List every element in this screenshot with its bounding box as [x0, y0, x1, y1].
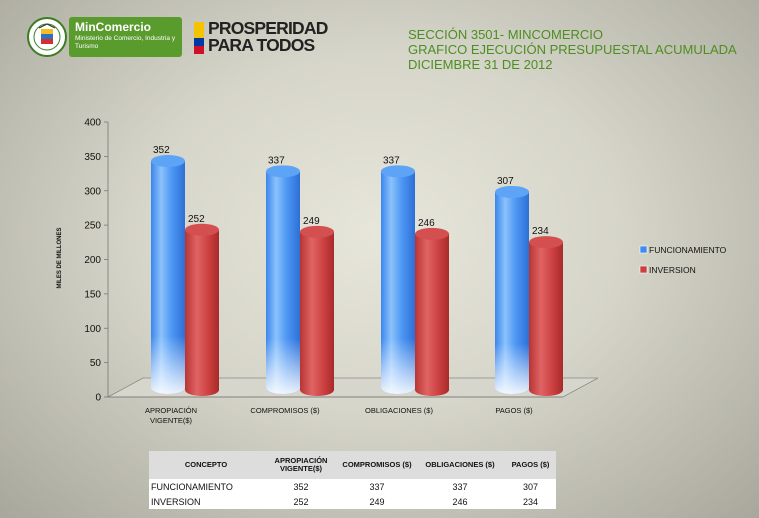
table-cell: 234 [505, 494, 556, 509]
y-tick-label: 0 [95, 393, 101, 404]
table-header-cell: CONCEPTO [149, 451, 263, 479]
bar-funcionamiento [495, 185, 529, 394]
bar-body [529, 242, 563, 396]
bar-body [300, 231, 334, 396]
bar-inversion [415, 227, 449, 396]
title-line-1: SECCIÓN 3501- MINCOMERCIO [408, 27, 604, 42]
table-cell: 352 [263, 479, 339, 494]
mincomercio-name: MinComercio [75, 20, 152, 34]
bar-inversion [300, 225, 334, 396]
chart-titles: SECCIÓN 3501- MINCOMERCIO GRAFICO EJECUC… [408, 27, 737, 72]
bar-highlight [381, 171, 415, 394]
bar-top [495, 185, 529, 198]
table-cell: 246 [415, 494, 505, 509]
title-line-3: DICIEMBRE 31 DE 2012 [408, 57, 553, 72]
data-label: 252 [188, 214, 205, 225]
bar-top [415, 227, 449, 240]
y-tick-label: 300 [84, 186, 101, 197]
bar-body [415, 233, 449, 396]
prosperidad-line2: PARA TODOS [208, 35, 315, 55]
y-tick-label: 200 [84, 255, 101, 266]
table-cell: 252 [263, 494, 339, 509]
data-label: 234 [532, 226, 549, 237]
bar-funcionamiento [381, 165, 415, 394]
table-cell: 337 [415, 479, 505, 494]
bar-highlight [151, 161, 185, 394]
table-header-row: CONCEPTO APROPIACIÓN VIGENTE($) COMPROMI… [149, 451, 556, 479]
bar-top [529, 236, 563, 249]
bar-top [300, 225, 334, 238]
y-tick-label: 350 [84, 152, 101, 163]
bar-top [185, 223, 219, 236]
title-line-2: GRAFICO EJECUCIÓN PRESUPUESTAL ACUMULADA [408, 42, 737, 57]
prosperidad-line1: PROSPERIDAD [208, 18, 328, 38]
bar-funcionamiento [151, 155, 185, 394]
prosperidad-text: PROSPERIDAD PARA TODOS [208, 18, 328, 55]
budget-bar-chart: MILES DE MILLONES 0 50 100 150 200 250 300 350 4… [57, 118, 727, 426]
bar-top [381, 165, 415, 178]
table-row: FUNCIONAMIENTO 352 337 337 307 [149, 479, 556, 494]
table-cell: FUNCIONAMIENTO [149, 479, 263, 494]
data-label: 246 [418, 218, 435, 229]
legend-label: INVERSION [649, 265, 696, 275]
x-tick-label: COMPROMISOS ($) [250, 406, 320, 415]
bar-inversion [185, 223, 219, 396]
data-label: 352 [153, 145, 170, 156]
table-header-cell: OBLIGACIONES ($) [415, 451, 505, 479]
y-tick-label: 250 [84, 221, 101, 232]
legend-swatch [639, 265, 648, 274]
y-tick-label: 100 [84, 324, 101, 335]
legend-label: FUNCIONAMIENTO [649, 245, 727, 255]
legend-swatch [639, 245, 648, 254]
y-axis-label: MILES DE MILLONES [57, 227, 63, 288]
x-tick-label: OBLIGACIONES ($) [365, 406, 433, 415]
table-cell: INVERSION [149, 494, 263, 509]
table-cell: 249 [339, 494, 415, 509]
bar-highlight [495, 191, 529, 394]
bar-top [266, 165, 300, 178]
table-cell: 337 [339, 479, 415, 494]
bar-inversion [529, 236, 563, 396]
x-tick-label: PAGOS ($) [495, 406, 533, 415]
y-tick-label: 150 [84, 289, 101, 300]
y-tick-label: 400 [84, 118, 101, 129]
x-tick-label: APROPIACIÓN [145, 406, 197, 415]
data-label: 249 [303, 216, 320, 227]
colombia-flag-icon [194, 22, 204, 54]
mincomercio-logo: MinComercio Ministerio de Comercio, Indu… [27, 17, 182, 57]
table-header-cell: PAGOS ($) [505, 451, 556, 479]
bar-funcionamiento [266, 165, 300, 394]
bar-top [151, 155, 185, 167]
data-label: 337 [268, 155, 285, 166]
x-tick-label: VIGENTE($) [150, 416, 193, 425]
mincomercio-label-box: MinComercio Ministerio de Comercio, Indu… [69, 17, 182, 57]
table-header-cell: APROPIACIÓN VIGENTE($) [263, 451, 339, 479]
data-label: 307 [497, 176, 514, 187]
table-header-cell: COMPROMISOS ($) [339, 451, 415, 479]
y-tick-label: 50 [90, 358, 102, 369]
table-row: INVERSION 252 249 246 234 [149, 494, 556, 509]
mincomercio-subtitle: Ministerio de Comercio, Industria y Turi… [75, 35, 176, 50]
colombia-crest-icon [27, 17, 67, 57]
prosperidad-logo: PROSPERIDAD PARA TODOS [194, 19, 328, 56]
bar-body [185, 229, 219, 396]
budget-data-table: CONCEPTO APROPIACIÓN VIGENTE($) COMPROMI… [149, 451, 556, 509]
bar-highlight [266, 171, 300, 394]
table-cell: 307 [505, 479, 556, 494]
data-label: 337 [383, 155, 400, 166]
